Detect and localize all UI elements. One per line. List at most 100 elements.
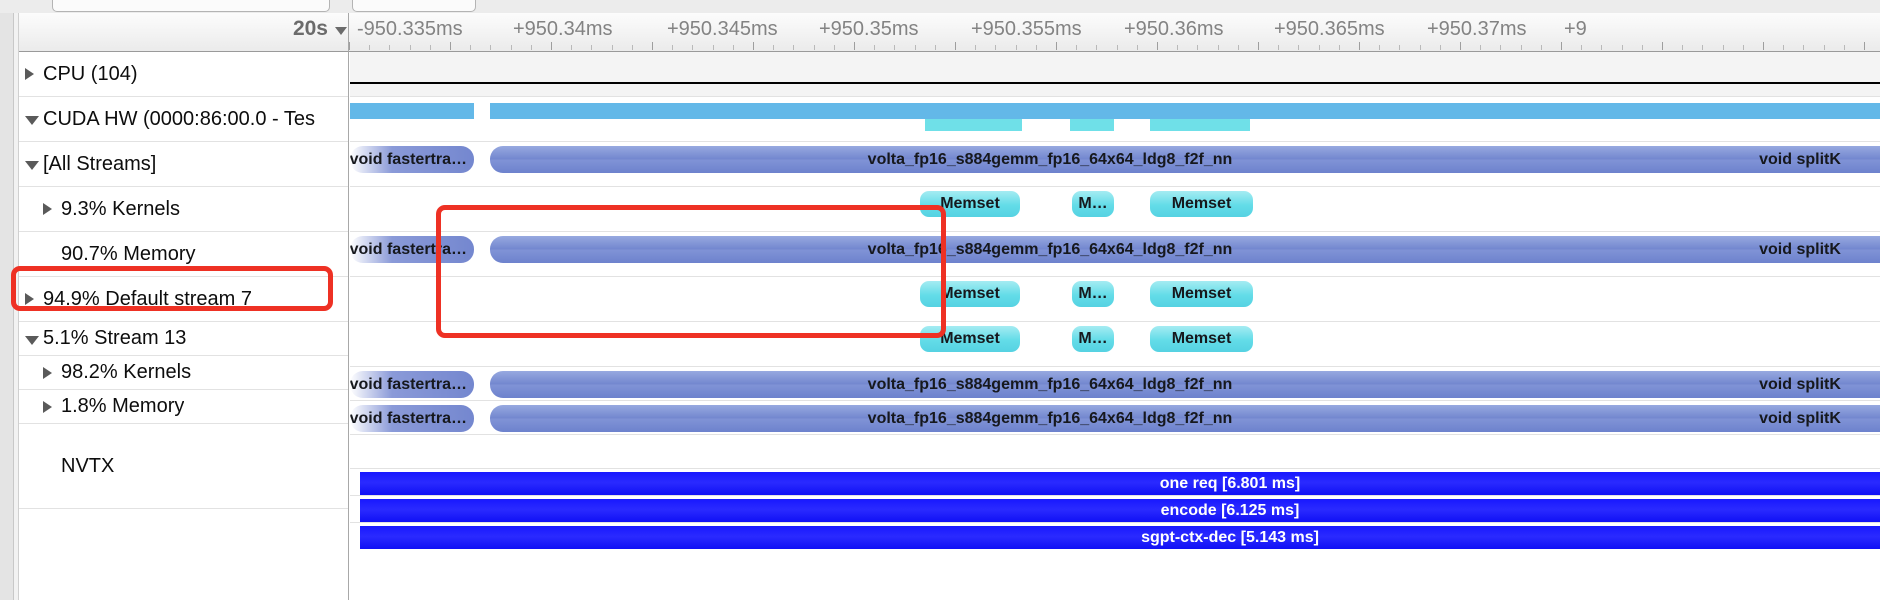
chevron-down-icon[interactable]: [25, 158, 43, 170]
summary-bar[interactable]: [350, 103, 474, 119]
ruler-tick: [631, 45, 633, 50]
nvtx-bar[interactable]: one req [6.801 ms]: [360, 472, 1880, 495]
summary-bar[interactable]: [490, 103, 1610, 119]
nvtx-bar[interactable]: encode [6.125 ms]: [360, 499, 1880, 522]
kernel-bar-fastertransformer[interactable]: void fastertra…: [350, 405, 474, 432]
memset-badge-short[interactable]: M…: [1072, 326, 1114, 352]
chevron-right-icon[interactable]: [43, 400, 61, 413]
ruler-tick: [773, 45, 775, 50]
memset-badge[interactable]: Memset: [920, 326, 1020, 352]
memset-badge-short[interactable]: M…: [1072, 281, 1114, 307]
ruler-tick: [1500, 45, 1502, 50]
toolbar-strip: [0, 0, 1880, 13]
lane-row[interactable]: Memset M… Memset: [350, 322, 1880, 367]
ruler-tick: [1399, 45, 1401, 50]
ruler-tick: [1803, 45, 1805, 50]
kernel-bar-gemm[interactable]: volta_fp16_s884gemm_fp16_64x64_ldg8_f2f_…: [490, 146, 1610, 173]
ruler-tick: [1419, 45, 1421, 50]
kernel-bar-fastertransformer[interactable]: void fastertra…: [350, 236, 474, 263]
ruler-tick: [571, 45, 573, 50]
ruler-tick: [551, 42, 552, 50]
ruler-tick: [1258, 42, 1259, 50]
kernel-bar-splitk[interactable]: void splitK: [1500, 236, 1880, 263]
ruler-tick: [470, 45, 472, 50]
tree-row-label: CUDA HW (0000:86:00.0 - Tes: [43, 107, 315, 130]
lane-row[interactable]: Memset M… Memset: [350, 277, 1880, 322]
lane-row[interactable]: void fastertra… volta_fp16_s884gemm_fp16_…: [350, 401, 1880, 435]
summary-bar-memory[interactable]: [925, 119, 1022, 131]
lane-row[interactable]: one req [6.801 ms]: [350, 469, 1880, 496]
memset-badge[interactable]: Memset: [1150, 191, 1253, 217]
memset-badge[interactable]: Memset: [920, 191, 1020, 217]
ruler-tick: [389, 45, 391, 50]
tree-row[interactable]: CUDA HW (0000:86:00.0 - Tes: [19, 97, 348, 142]
timeline-ruler: 20s -950.335ms +950.34ms +950.345ms +950.35…: [19, 13, 1880, 52]
chevron-right-icon[interactable]: [25, 68, 43, 80]
ruler-divider: [348, 13, 349, 52]
kernel-bar-splitk[interactable]: void splitK: [1500, 405, 1880, 432]
lane-row[interactable]: void fastertra… volta_fp16_s884gemm_fp16_…: [350, 142, 1880, 187]
ruler-tick: [1015, 45, 1017, 50]
nvtx-bar[interactable]: sgpt-ctx-dec [5.143 ms]: [360, 526, 1880, 549]
lane-row[interactable]: [350, 52, 1880, 97]
ruler-tick: [530, 45, 532, 50]
ruler-tick: [1722, 45, 1724, 50]
kernel-bar-splitk[interactable]: void splitK: [1500, 146, 1880, 173]
memset-badge[interactable]: Memset: [920, 281, 1020, 307]
cpu-lane-baseline: [350, 82, 1880, 84]
lane-row[interactable]: [350, 435, 1880, 469]
lane-row[interactable]: [350, 97, 1880, 142]
tree-row[interactable]: CPU (104): [19, 52, 348, 97]
summary-bar-memory[interactable]: [1070, 119, 1114, 131]
chevron-down-icon[interactable]: [25, 333, 43, 345]
lane-row[interactable]: Memset M… Memset: [350, 187, 1880, 232]
kernel-bar-gemm[interactable]: volta_fp16_s884gemm_fp16_64x64_ldg8_f2f_…: [490, 405, 1610, 432]
memset-badge-short[interactable]: M…: [1072, 191, 1114, 217]
chevron-right-icon[interactable]: [25, 293, 43, 305]
ruler-tick: [1561, 42, 1562, 50]
toolbar-field-1[interactable]: [52, 0, 330, 12]
timescale-label: 20s: [292, 17, 328, 40]
kernel-bar-gemm[interactable]: volta_fp16_s884gemm_fp16_64x64_ldg8_f2f_…: [490, 236, 1610, 263]
ruler-tick: [1823, 45, 1825, 50]
chevron-down-icon: [335, 27, 347, 35]
ruler-tick: [975, 45, 977, 50]
ruler-label: -950.335ms: [357, 18, 463, 40]
summary-bar[interactable]: [1500, 103, 1880, 119]
memset-badge[interactable]: Memset: [1150, 281, 1253, 307]
chevron-right-icon[interactable]: [43, 203, 61, 215]
ruler-tick: [813, 45, 815, 50]
ruler-tick: [995, 45, 997, 50]
tree-row[interactable]: 5.1% Stream 13: [19, 322, 348, 356]
window-left-gutter: [0, 13, 14, 600]
timeline-lanes[interactable]: void fastertra… volta_fp16_s884gemm_fp16_…: [350, 52, 1880, 600]
ruler-tick: [914, 45, 916, 50]
ruler-tick: [1581, 45, 1583, 50]
ruler-tick: [369, 45, 371, 50]
lane-row[interactable]: encode [6.125 ms]: [350, 496, 1880, 523]
tree-row[interactable]: [All Streams]: [19, 142, 348, 187]
tree-row[interactable]: 1.8% Memory: [19, 390, 348, 424]
kernel-bar-splitk[interactable]: void splitK: [1500, 371, 1880, 398]
lane-row[interactable]: void fastertra… volta_fp16_s884gemm_fp16_…: [350, 367, 1880, 401]
timescale-dropdown[interactable]: 20s: [293, 17, 347, 41]
ruler-tick: [1379, 45, 1381, 50]
ruler-tick: [1621, 45, 1623, 50]
kernel-bar-gemm[interactable]: volta_fp16_s884gemm_fp16_64x64_ldg8_f2f_…: [490, 371, 1610, 398]
ruler-tick: [934, 45, 936, 50]
chevron-down-icon[interactable]: [25, 113, 43, 125]
lane-row[interactable]: void fastertra… volta_fp16_s884gemm_fp16_…: [350, 232, 1880, 277]
lane-row[interactable]: sgpt-ctx-dec [5.143 ms]: [350, 523, 1880, 550]
timeline-tree[interactable]: CPU (104) CUDA HW (0000:86:00.0 - Tes [All…: [19, 52, 349, 600]
tree-row[interactable]: 9.3% Kernels: [19, 187, 348, 232]
tree-row[interactable]: 94.9% Default stream 7: [19, 277, 348, 322]
memset-badge[interactable]: Memset: [1150, 326, 1253, 352]
summary-bar-memory[interactable]: [1150, 119, 1250, 131]
tree-row[interactable]: 90.7% Memory: [19, 232, 348, 277]
chevron-right-icon[interactable]: [43, 366, 61, 379]
toolbar-field-2[interactable]: [352, 0, 476, 12]
kernel-bar-fastertransformer[interactable]: void fastertra…: [350, 371, 474, 398]
kernel-bar-fastertransformer[interactable]: void fastertra…: [350, 146, 474, 173]
tree-row[interactable]: 98.2% Kernels: [19, 356, 348, 390]
tree-row[interactable]: NVTX: [19, 424, 348, 509]
